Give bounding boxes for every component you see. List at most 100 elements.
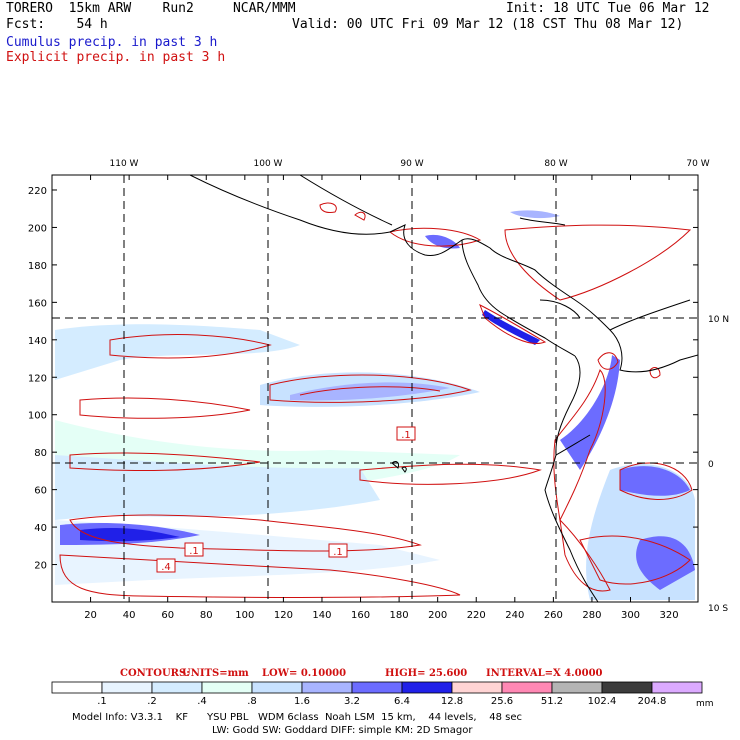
cumulus-andes (560, 355, 620, 470)
x-tick-label: 140 (312, 610, 331, 621)
colorbar-swatch (601, 681, 653, 694)
colorbar-label: 1.6 (294, 696, 310, 707)
y-tick-label: 20 (34, 561, 47, 572)
init-time: Init: 18 UTC Tue 06 Mar 12 (506, 1, 710, 16)
contour-info-title: CONTOURS: (120, 668, 190, 679)
longitude-label: 90 W (400, 159, 423, 169)
contour-label: .1 (189, 546, 199, 557)
cumulus-amazon-core (620, 466, 690, 496)
y-tick-label: 220 (28, 186, 47, 197)
y-tick-label: 180 (28, 261, 47, 272)
cumulus-band-north (55, 324, 300, 380)
x-tick-label: 40 (123, 610, 136, 621)
colorbar-label: .4 (197, 696, 207, 707)
valid-time: Valid: 00 UTC Fri 09 Mar 12 (18 CST Thu … (292, 17, 684, 32)
x-tick-label: 60 (161, 610, 174, 621)
contour-labels: .1 .1 .1 .4 (156, 426, 416, 573)
longitude-label: 70 W (686, 159, 709, 169)
cumulus-panama (482, 310, 540, 345)
colorbar-swatch (651, 681, 703, 694)
colorbar-label: .2 (147, 696, 157, 707)
colorbar-swatch (501, 681, 553, 694)
forecast-hour: Fcst: 54 h (6, 17, 108, 32)
model-title: TORERO 15km ARW Run2 NCAR/MMM (6, 1, 296, 16)
x-tick-label: 100 (235, 610, 254, 621)
cumulus-band-mid2 (55, 455, 380, 520)
x-axis: 20 40 60 80 100 120 140 160 180 200 220 240 260 280 30… (84, 175, 679, 621)
x-tick-label: 260 (544, 610, 563, 621)
latitude-label: 10 S (708, 604, 728, 614)
x-tick-label: 320 (660, 610, 679, 621)
x-tick-label: 80 (200, 610, 213, 621)
model-physics: LW: Godd SW: Goddard DIFF: simple KM: 2D… (212, 725, 473, 736)
colorbar-label: .1 (97, 696, 107, 707)
y-tick-label: 160 (28, 298, 47, 309)
plot-frame (51, 174, 699, 603)
contour-label: .1 (401, 430, 411, 441)
y-tick-label: 140 (28, 336, 47, 347)
colorbar-swatch (251, 681, 303, 694)
galapagos-islands (391, 461, 407, 473)
y-tick-label: 100 (28, 411, 47, 422)
lat-axis: 10 N 0 10 S (708, 315, 729, 614)
colorbar-swatch (51, 681, 103, 694)
colorbar-swatch (351, 681, 403, 694)
colorbar-swatch (151, 681, 203, 694)
longitude-label: 110 W (110, 159, 139, 169)
x-tick-label: 20 (84, 610, 97, 621)
legend-explicit: Explicit precip. in past 3 h (6, 50, 226, 65)
colorbar-label: 204.8 (638, 696, 667, 707)
colorbar-label: 51.2 (541, 696, 563, 707)
contour-label-box (396, 426, 416, 441)
coastlines (189, 175, 698, 602)
colorbar-label: 102.4 (588, 696, 617, 707)
colorbar-label: 3.2 (344, 696, 360, 707)
latitude-label: 10 N (708, 315, 729, 325)
x-tick-label: 300 (621, 610, 640, 621)
contour-info-low: LOW= 0.10000 (262, 668, 346, 679)
contour-info-units: UNITS=mm (182, 668, 249, 679)
y-tick-label: 40 (34, 523, 47, 534)
contour-label: .1 (333, 547, 343, 558)
x-tick-label: 120 (274, 610, 293, 621)
colorbar-swatch (101, 681, 153, 694)
colorbar-label: 6.4 (394, 696, 410, 707)
contour-label: .4 (161, 562, 171, 573)
cumulus-caribbean (425, 234, 460, 249)
colorbar-swatch (201, 681, 253, 694)
y-axis: 20 40 60 80 100 120 140 160 180 200 220 (28, 186, 698, 572)
y-tick-label: 60 (34, 486, 47, 497)
colorbar: .1 .2 .4 .8 1.6 3.2 6.4 12.8 25.6 51.2 102.4 204.8 (51, 681, 703, 707)
cumulus-south-peak (80, 527, 180, 542)
x-tick-label: 200 (428, 610, 447, 621)
colorbar-unit: mm (696, 699, 714, 709)
x-tick-label: 180 (390, 610, 409, 621)
cumulus-itcz-core (290, 382, 450, 401)
contour-label-box (184, 542, 204, 557)
contour-info-high: HIGH= 25.600 (385, 668, 467, 679)
x-tick-label: 160 (351, 610, 370, 621)
x-tick-label: 280 (582, 610, 601, 621)
lat-lon-grid (52, 175, 698, 602)
y-tick-label: 120 (28, 373, 47, 384)
contour-info-interval: INTERVAL=X 4.0000 (486, 668, 603, 679)
map-field (52, 175, 698, 602)
colorbar-swatch (551, 681, 603, 694)
cumulus-caribbean-east (510, 210, 560, 219)
x-tick-label: 240 (505, 610, 524, 621)
contour-label-box (328, 543, 348, 558)
lon-axis: 110 W 100 W 90 W 80 W 70 W (110, 159, 710, 169)
colorbar-swatch (401, 681, 453, 694)
latitude-label: 0 (708, 460, 714, 470)
contour-label-box (156, 558, 176, 573)
colorbar-label: 25.6 (491, 696, 513, 707)
colorbar-label: 12.8 (441, 696, 463, 707)
cumulus-amazon-south (636, 536, 695, 590)
colorbar-label: .8 (247, 696, 257, 707)
y-tick-label: 80 (34, 448, 47, 459)
colorbar-swatch (301, 681, 353, 694)
longitude-label: 100 W (254, 159, 283, 169)
y-tick-label: 200 (28, 223, 47, 234)
explicit-contours (59, 202, 693, 598)
